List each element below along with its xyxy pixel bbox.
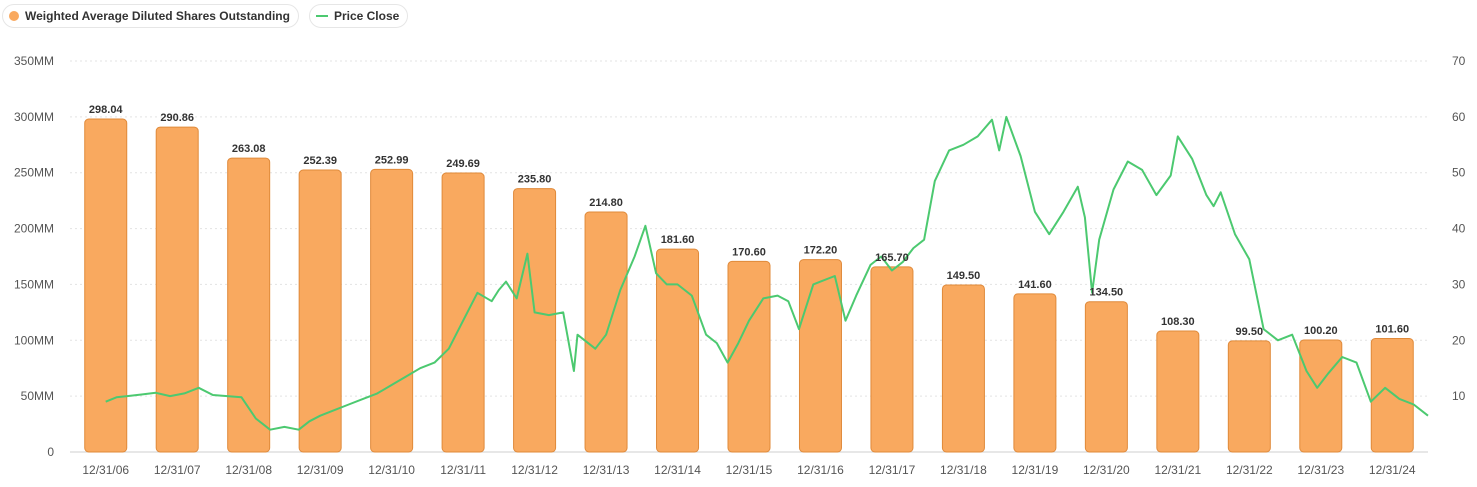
- bar-data-label: 172.20: [804, 245, 838, 257]
- x-axis-tick-label: 12/31/12: [511, 463, 558, 477]
- x-axis-tick-label: 12/31/08: [225, 463, 272, 477]
- x-axis-tick-label: 12/31/11: [440, 463, 486, 477]
- bar-data-label: 252.39: [303, 155, 337, 167]
- legend-item-shares[interactable]: Weighted Average Diluted Shares Outstand…: [2, 4, 299, 28]
- right-axis-tick-label: 70: [1452, 54, 1466, 68]
- x-axis-tick-label: 12/31/09: [297, 463, 344, 477]
- bar-series-swatch: [9, 11, 19, 21]
- bar-data-label: 100.20: [1304, 325, 1338, 337]
- bar: [1299, 339, 1343, 453]
- bar: [441, 172, 485, 453]
- x-axis-tick-label: 12/31/19: [1012, 463, 1059, 477]
- x-axis-tick-label: 12/31/17: [869, 463, 916, 477]
- x-axis-tick-label: 12/31/24: [1369, 463, 1416, 477]
- x-axis-tick-label: 12/31/15: [726, 463, 773, 477]
- bar: [727, 260, 771, 453]
- bar: [1156, 330, 1200, 453]
- bar-data-label: 165.70: [875, 252, 909, 264]
- bar: [656, 248, 700, 453]
- legend-label-price: Price Close: [333, 9, 400, 23]
- bar: [1084, 301, 1128, 453]
- right-axis-tick-label: 30: [1452, 277, 1466, 291]
- bar-data-label: 298.04: [89, 104, 124, 116]
- right-axis-tick-label: 60: [1452, 110, 1466, 124]
- left-axis-tick-label: 250MM: [14, 166, 54, 180]
- legend-item-price[interactable]: Price Close: [308, 4, 409, 28]
- bar-data-label: 181.60: [661, 234, 695, 246]
- x-axis-tick-label: 12/31/06: [82, 463, 129, 477]
- price-close-line: [105, 115, 1429, 431]
- x-axis-tick-label: 12/31/20: [1083, 463, 1130, 477]
- bar-data-label: 149.50: [947, 270, 981, 282]
- grid-lines: [70, 60, 1428, 453]
- left-axis-tick-label: 100MM: [14, 333, 54, 347]
- x-axis-tick-label: 12/31/18: [940, 463, 987, 477]
- bar: [1227, 340, 1271, 453]
- left-axis-tick-label: 0: [47, 445, 54, 459]
- line-series: [105, 115, 1429, 431]
- bar-data-label: 99.50: [1236, 326, 1264, 338]
- bar-data-label: 214.80: [589, 197, 623, 209]
- bar-data-label: 101.60: [1375, 323, 1409, 335]
- x-axis-tick-label: 12/31/23: [1297, 463, 1344, 477]
- bar: [870, 266, 914, 453]
- bar-data-label: 170.60: [732, 246, 766, 258]
- x-axis-tick-label: 12/31/21: [1154, 463, 1201, 477]
- x-axis-tick-label: 12/31/13: [583, 463, 630, 477]
- right-axis-tick-label: 50: [1452, 166, 1466, 180]
- bar-data-label: 263.08: [232, 143, 266, 155]
- bar-data-label: 252.99: [375, 154, 409, 166]
- left-axis-tick-label: 300MM: [14, 110, 54, 124]
- bar-series: [84, 118, 1414, 453]
- bar: [798, 259, 842, 453]
- right-axis-ticks: 10 20 30 40 50 60 70: [1452, 54, 1466, 403]
- x-axis-ticks: 12/31/06 12/31/07 12/31/08 12/31/09 12/31/10…: [82, 463, 1416, 477]
- x-axis-tick-label: 12/31/07: [154, 463, 201, 477]
- bar-data-labels: 298.04 290.86 263.08 252.39 252.99 249.69 235.…: [89, 104, 1409, 338]
- x-axis-tick-label: 12/31/22: [1226, 463, 1273, 477]
- bar-data-label: 108.30: [1161, 316, 1195, 328]
- left-axis-tick-label: 150MM: [14, 277, 54, 291]
- bar: [513, 188, 557, 453]
- x-axis-tick-label: 12/31/14: [654, 463, 701, 477]
- left-axis-tick-label: 200MM: [14, 222, 54, 236]
- bar: [941, 284, 985, 453]
- right-axis-tick-label: 10: [1452, 389, 1466, 403]
- right-axis-tick-label: 20: [1452, 333, 1466, 347]
- bar-data-label: 141.60: [1018, 279, 1052, 291]
- bar-data-label: 249.69: [446, 158, 480, 170]
- legend-label-shares: Weighted Average Diluted Shares Outstand…: [25, 9, 290, 23]
- bar: [155, 126, 199, 453]
- bar-data-label: 134.50: [1090, 287, 1124, 299]
- x-axis-tick-label: 12/31/16: [797, 463, 844, 477]
- bar: [84, 118, 128, 453]
- bar: [370, 168, 414, 453]
- bar: [298, 169, 342, 453]
- right-axis-tick-label: 40: [1452, 222, 1466, 236]
- chart-legend: Weighted Average Diluted Shares Outstand…: [2, 4, 409, 28]
- left-axis-ticks: 0 50MM 100MM 150MM 200MM 250MM 300MM 350MM: [14, 54, 54, 459]
- x-axis-tick-label: 12/31/10: [368, 463, 415, 477]
- bar: [1370, 337, 1414, 453]
- line-series-swatch: [315, 15, 328, 17]
- bar-data-label: 235.80: [518, 174, 552, 186]
- left-axis-tick-label: 350MM: [14, 54, 54, 68]
- bar-data-label: 290.86: [160, 112, 194, 124]
- bar: [227, 157, 271, 453]
- bar: [1013, 293, 1057, 453]
- left-axis-tick-label: 50MM: [21, 389, 54, 403]
